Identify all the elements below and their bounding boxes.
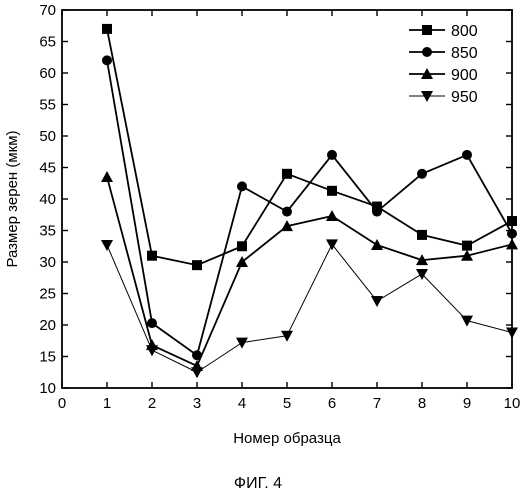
- legend-item-800: 800: [409, 23, 478, 40]
- x-tick-label: 0: [58, 395, 66, 412]
- data-point-850: [237, 181, 247, 191]
- y-tick-label: 55: [39, 97, 56, 114]
- data-point-800: [462, 241, 472, 251]
- data-point-800: [282, 169, 292, 179]
- data-point-950: [146, 345, 158, 356]
- data-point-800: [192, 260, 202, 270]
- y-tick-label: 60: [39, 65, 56, 82]
- data-point-850: [102, 55, 112, 65]
- x-tick-label: 1: [103, 395, 111, 412]
- data-point-800: [507, 216, 517, 226]
- y-tick-label: 20: [39, 317, 56, 334]
- data-point-850: [282, 207, 292, 217]
- data-point-950: [461, 316, 473, 327]
- y-tick-label: 70: [39, 2, 56, 19]
- legend-item-900: 900: [409, 67, 478, 84]
- y-tick-label: 65: [39, 34, 56, 51]
- x-tick-label: 9: [463, 395, 471, 412]
- y-tick-label: 45: [39, 160, 56, 177]
- legend-item-950: 950: [409, 89, 478, 106]
- series-950: [101, 239, 518, 378]
- data-point-900: [371, 239, 383, 250]
- y-tick-label: 10: [39, 380, 56, 397]
- legend-label: 900: [451, 67, 478, 84]
- data-point-800: [417, 230, 427, 240]
- data-point-850: [147, 318, 157, 328]
- x-tick-label: 3: [193, 395, 201, 412]
- series-900: [101, 171, 518, 371]
- y-tick-label: 15: [39, 349, 56, 366]
- data-point-950: [371, 296, 383, 307]
- x-tick-label: 2: [148, 395, 156, 412]
- legend-item-850: 850: [409, 45, 478, 62]
- data-point-950: [506, 328, 518, 339]
- series-line-900: [107, 177, 512, 366]
- data-point-800: [147, 251, 157, 261]
- series-line-800: [107, 29, 512, 265]
- x-tick-label: 8: [418, 395, 426, 412]
- y-axis-title: Размер зерен (мкм): [4, 130, 21, 267]
- y-tick-label: 30: [39, 254, 56, 271]
- data-point-950: [326, 239, 338, 250]
- data-point-900: [101, 171, 113, 182]
- data-point-800: [327, 186, 337, 196]
- y-tick-label: 50: [39, 128, 56, 145]
- data-point-950: [236, 338, 248, 349]
- legend-label: 950: [451, 89, 478, 106]
- x-tick-label: 5: [283, 395, 291, 412]
- figure-caption: ФИГ. 4: [234, 475, 282, 492]
- legend-label: 800: [451, 23, 478, 40]
- data-point-950: [191, 367, 203, 378]
- x-axis-title: Номер образца: [233, 430, 341, 447]
- x-tick-label: 10: [504, 395, 521, 412]
- data-point-800: [102, 24, 112, 34]
- data-point-850: [327, 150, 337, 160]
- legend-marker: [422, 47, 432, 57]
- x-tick-label: 4: [238, 395, 246, 412]
- legend-marker: [422, 25, 432, 35]
- x-tick-label: 6: [328, 395, 336, 412]
- data-point-900: [506, 238, 518, 249]
- x-tick-label: 7: [373, 395, 381, 412]
- data-point-800: [237, 241, 247, 251]
- data-point-850: [372, 207, 382, 217]
- y-tick-label: 40: [39, 191, 56, 208]
- data-point-850: [507, 229, 517, 239]
- data-point-950: [101, 240, 113, 251]
- data-point-900: [326, 210, 338, 221]
- y-tick-label: 35: [39, 223, 56, 240]
- data-point-850: [417, 169, 427, 179]
- y-tick-label: 25: [39, 286, 56, 303]
- legend: 800 850 900 950: [409, 23, 478, 106]
- legend-label: 850: [451, 45, 478, 62]
- data-point-850: [462, 150, 472, 160]
